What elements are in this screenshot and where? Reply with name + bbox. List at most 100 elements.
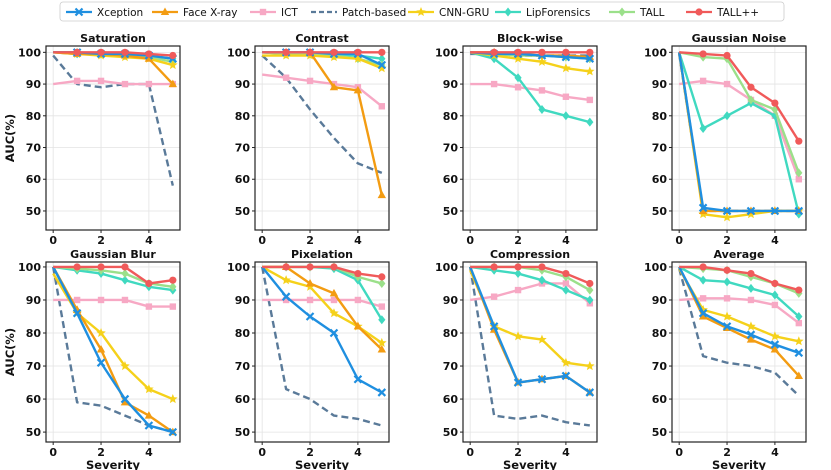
plot-frame <box>254 45 390 231</box>
x-tick-label: 0 <box>466 446 474 459</box>
marker-tall-plus-plus <box>306 48 314 56</box>
y-tick-label: 90 <box>26 78 42 91</box>
marker-tall-plus-plus <box>747 83 755 91</box>
y-tick-label: 60 <box>652 393 668 406</box>
x-tick-label: 0 <box>675 234 683 247</box>
panel-pixelation: 50 60 70 80 90 100 0 2 4 Pixelation Severity <box>227 248 390 470</box>
x-tick-label: 2 <box>97 446 105 459</box>
legend-label-face-x-ray: Face X-ray <box>183 7 238 19</box>
marker-tall <box>121 269 129 279</box>
marker-ict <box>282 74 290 81</box>
line-tall-plus-plus <box>679 51 800 142</box>
y-tick-label: 100 <box>18 261 41 274</box>
marker-tall-plus-plus <box>306 263 314 271</box>
marker-cnn-gru <box>120 361 130 371</box>
marker-ict <box>378 103 386 110</box>
marker-face-x-ray <box>353 321 363 330</box>
series-ict <box>53 296 177 310</box>
plot-frame <box>462 261 598 443</box>
x-tick-label: 2 <box>723 234 731 247</box>
panel-contrast: 50 60 70 80 90 100 0 2 4 Contrast <box>227 32 390 247</box>
marker-ict <box>121 80 129 88</box>
marker-xception <box>794 348 804 358</box>
y-tick-label: 100 <box>435 261 458 274</box>
panel-block-wise: 50 60 70 80 90 100 0 2 4 Block-wise <box>435 32 598 247</box>
marker-ict <box>282 296 290 304</box>
marker-tall-plus-plus <box>490 263 498 271</box>
marker-ict <box>354 296 362 304</box>
marker-face-x-ray <box>144 54 154 62</box>
marker-cnn-gru <box>585 361 595 371</box>
marker-tall-plus-plus <box>169 276 177 284</box>
x-tick-label: 2 <box>514 446 522 459</box>
marker-cnn-gru <box>168 60 178 70</box>
marker-face-x-ray <box>144 411 154 419</box>
marker-cnn-gru <box>794 336 804 346</box>
marker-lipforensics <box>699 123 707 133</box>
marker-tall-plus-plus <box>97 48 105 56</box>
marker-cnn-gru <box>513 331 523 341</box>
marker-lipforensics <box>723 277 731 287</box>
line-lipforensics <box>470 265 591 302</box>
x-tick-label: 4 <box>145 446 153 459</box>
series-patch-based <box>468 266 590 427</box>
y-tick-label: 80 <box>235 110 251 123</box>
marker-tall-plus-plus <box>330 48 338 56</box>
plot-frame <box>45 45 181 231</box>
series-lipforensics <box>262 262 386 325</box>
marker-face-x-ray <box>168 79 178 88</box>
marker-tall-plus-plus <box>586 48 594 56</box>
plot-frame <box>254 261 390 443</box>
marker-ict <box>145 80 153 88</box>
marker-xception <box>794 206 804 216</box>
legend-label-patch-based: Patch-based <box>342 7 406 19</box>
marker-cnn-gru <box>96 328 106 338</box>
line-patch-based <box>261 54 383 175</box>
marker-xception <box>770 340 780 349</box>
marker-tall-plus-plus <box>699 263 707 271</box>
x-tick-label: 0 <box>258 234 266 247</box>
line-tall-plus-plus <box>262 265 382 279</box>
series-tall-plus-plus <box>679 263 803 294</box>
y-tick-label: 100 <box>18 46 41 59</box>
y-tick-label: 100 <box>227 261 250 274</box>
marker-xception <box>329 328 339 338</box>
y-tick-label: 60 <box>443 393 459 406</box>
marker-tall-plus-plus <box>538 48 546 56</box>
marker-xception <box>698 308 708 318</box>
panel-gaussian-blur: 50 60 70 80 90 100 0 2 4 Gaussian Blur Severity AUC… <box>3 248 181 470</box>
series-xception <box>469 266 595 397</box>
series-tall-plus-plus <box>53 48 177 60</box>
panel-average: 50 60 70 80 90 100 0 2 4 Average Severity <box>644 248 807 470</box>
x-tick-label: 0 <box>466 234 474 247</box>
marker-ict <box>795 319 803 327</box>
x-tick-label: 4 <box>145 234 153 247</box>
legend-entry-tall: TALL <box>609 7 665 19</box>
panel-saturation: 50 60 70 80 90 100 0 2 4 Saturation AUC(%) <box>3 32 181 247</box>
legend-entry-lipforensics: LipForensics <box>495 7 590 19</box>
marker-cnn-gru <box>329 308 339 318</box>
marker-ict <box>514 286 522 294</box>
marker-tall-plus-plus <box>514 263 522 271</box>
line-patch-based <box>678 268 800 397</box>
legend-label-ict: ICT <box>281 7 298 19</box>
y-tick-label: 60 <box>235 393 251 406</box>
marker-tall-plus-plus <box>795 137 803 145</box>
x-tick-label: 2 <box>306 234 314 247</box>
x-axis-label: Severity <box>503 458 557 470</box>
marker-ict <box>490 80 498 88</box>
marker-ict <box>562 280 570 287</box>
marker-lipforensics <box>490 54 498 64</box>
y-tick-label: 70 <box>652 142 668 155</box>
marker-xception <box>72 308 82 318</box>
plot-frame <box>462 45 598 231</box>
y-tick-label: 80 <box>26 327 42 340</box>
marker-xception <box>144 421 154 430</box>
marker-tall-plus-plus <box>586 279 594 288</box>
panel-title: Contrast <box>295 32 348 45</box>
marker-cnn-gru <box>377 337 387 347</box>
y-axis-label: AUC(%) <box>3 114 17 162</box>
y-tick-label: 70 <box>26 360 42 373</box>
y-tick-label: 80 <box>443 110 459 123</box>
marker-face-x-ray <box>794 371 804 379</box>
